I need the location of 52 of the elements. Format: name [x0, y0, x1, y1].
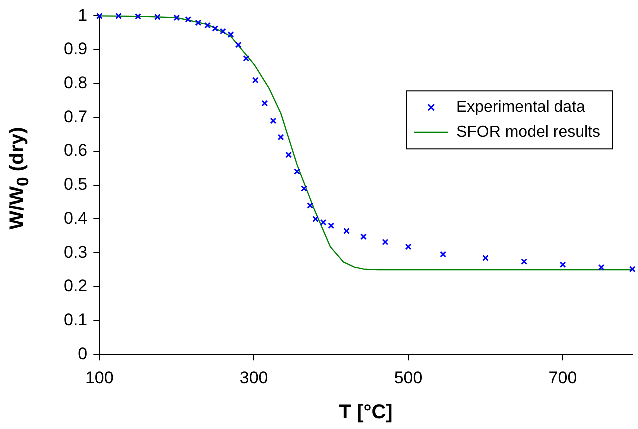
y-tick-label: 0.5	[64, 175, 88, 194]
y-tick-label: 1	[78, 6, 88, 25]
point	[116, 12, 122, 20]
point	[278, 134, 284, 141]
point	[440, 251, 447, 258]
point	[220, 28, 226, 35]
point	[243, 55, 250, 62]
point	[598, 264, 605, 271]
point	[521, 258, 528, 266]
x-axis-title: T [°C]	[339, 402, 393, 424]
point	[228, 32, 234, 38]
point	[212, 25, 219, 32]
y-tick-label: 0.7	[64, 107, 88, 126]
point	[252, 77, 259, 84]
point	[344, 228, 350, 234]
point	[301, 186, 308, 192]
point	[320, 219, 327, 226]
point	[96, 12, 103, 20]
point	[235, 42, 242, 48]
y-tick-label: 0.6	[64, 141, 88, 160]
point	[204, 22, 211, 29]
point	[294, 168, 301, 176]
point	[270, 118, 277, 124]
point	[629, 266, 636, 273]
x-tick-label: 700	[548, 368, 578, 388]
y-tick-label: 0.8	[64, 74, 88, 93]
point	[185, 16, 192, 23]
point	[154, 14, 161, 20]
point	[360, 234, 367, 240]
point	[195, 20, 202, 26]
y-tick-label: 0.9	[64, 40, 88, 59]
legend-label: Experimental data	[456, 99, 586, 116]
x-tick-label: 100	[85, 368, 114, 388]
point	[307, 202, 314, 209]
point	[286, 152, 292, 158]
point	[382, 239, 389, 246]
point	[135, 13, 142, 20]
point	[328, 222, 335, 230]
point	[174, 14, 180, 22]
point	[312, 216, 320, 222]
y-tick-label: 0	[78, 344, 88, 364]
legend-label: SFOR model results	[456, 124, 601, 142]
point	[560, 262, 566, 268]
point	[405, 244, 412, 250]
point	[262, 100, 268, 107]
y-tick-label: 0.1	[64, 310, 88, 330]
point	[482, 254, 489, 262]
y-tick-label: 0.4	[64, 208, 88, 228]
y-tick-label: 0.3	[64, 242, 88, 262]
y-tick-label: 0.2	[64, 276, 88, 296]
x-tick-label: 500	[394, 368, 423, 388]
x-tick-label: 300	[240, 368, 268, 388]
